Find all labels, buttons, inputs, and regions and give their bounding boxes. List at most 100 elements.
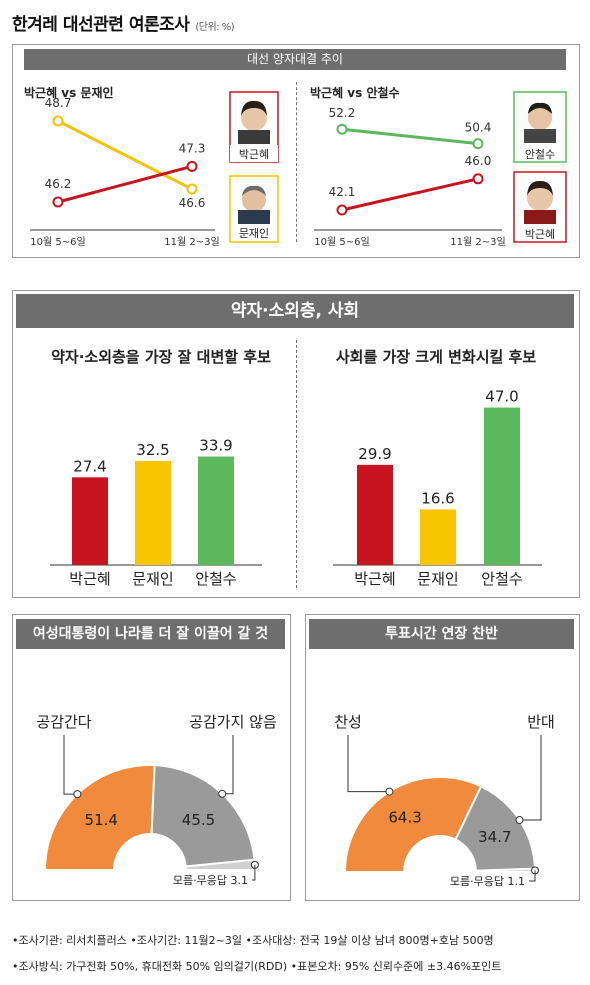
leader-line-1 [222, 735, 234, 795]
portrait-face-icon [528, 106, 552, 130]
trend-left-xtick-1: 10월 5~6일 [30, 236, 85, 248]
portrait-name: 박근혜 [525, 228, 555, 241]
trend-left-point-moon-2 [186, 183, 198, 195]
slice-0 [343, 776, 483, 873]
portrait-hair-icon [241, 100, 267, 116]
portrait-face-icon [241, 105, 267, 131]
bars-panel [12, 290, 580, 598]
vote-header-text: 투표시간 연장 찬반 [385, 626, 498, 642]
bars-divider [296, 340, 297, 588]
trend-left-line-moon [57, 119, 193, 191]
bars-left-title: 약자·소외층을 가장 잘 대변할 후보 [51, 348, 271, 366]
category-label-2: 모름·무응답 1.1 [450, 875, 525, 888]
category-label-0: 찬성 [334, 713, 362, 731]
bar-value-label-1: 16.6 [421, 489, 454, 507]
leader-line-0 [347, 735, 390, 793]
bar-category-label-1: 문재인 [417, 570, 458, 588]
trend-left-label-park-1: 46.2 [45, 177, 72, 191]
portrait-name: 박근혜 [239, 148, 269, 161]
bar-value-label-1: 32.5 [136, 441, 169, 459]
trend-right-point-ahn-1 [336, 123, 348, 135]
women-header-text: 여성대통령이 나라를 더 잘 이끌어 갈 것 [32, 626, 269, 642]
bar-category-label-2: 안철수 [195, 570, 236, 588]
trend-right-xtick-2: 11월 2~3일 [450, 236, 505, 248]
portrait-body-icon [238, 210, 270, 224]
portrait-hair-icon [528, 102, 552, 114]
portrait-name-bg [230, 145, 278, 162]
portrait-body-icon [524, 210, 556, 224]
slice-value-label-1: 45.5 [182, 811, 215, 829]
slice-1 [150, 764, 256, 868]
bar-1 [135, 461, 171, 565]
trend-charts-svg: 48.7 46.6 46.2 47.3 10월 5~6일 11월 2~3일 52… [30, 91, 567, 248]
trend-left-subtitle: 박근혜 vs 문재인 [24, 86, 114, 100]
portrait-moon-left: 문재인 [229, 175, 279, 243]
trend-left-label-park-2: 47.3 [179, 141, 206, 155]
category-label-1: 공감가지 않음 [189, 713, 277, 731]
vote-header: 투표시간 연장 찬반 [309, 619, 574, 649]
footnote-line-2: •조사방식: 가구전화 50%, 휴대전화 50% 임의걸기(RDD) •표본오… [12, 960, 502, 973]
portrait-body-icon [524, 129, 556, 143]
bar-category-label-2: 안철수 [481, 570, 522, 588]
vote-panel [305, 614, 580, 901]
bar-0 [357, 464, 393, 565]
slice-value-label-0: 64.3 [388, 809, 421, 827]
trend-right-line-ahn [341, 127, 479, 146]
bar-category-label-0: 박근혜 [354, 570, 395, 588]
trend-right-label-ahn-2: 50.4 [465, 121, 492, 135]
portrait-ahn-right: 안철수 [513, 91, 567, 163]
page-title: 한겨레 대선관련 여론조사 (단위: %) [12, 10, 235, 35]
leader-line-1 [519, 735, 542, 821]
leader-line-0 [63, 735, 78, 795]
bar-category-label-1: 문재인 [132, 570, 173, 588]
portrait-name: 안철수 [525, 148, 555, 161]
category-label-2: 모름·무응답 3.1 [173, 874, 248, 887]
bar-2 [484, 407, 520, 565]
bars-right-group: 29.9 박근혜 16.6 문재인 47.0 안철수 [354, 388, 522, 588]
trend-right-label-park-2: 46.0 [465, 154, 492, 168]
leader-dot-0 [385, 787, 394, 796]
trend-left-label-moon-2: 46.6 [179, 196, 206, 210]
bars-right-title: 사회를 가장 크게 변화시킬 후보 [335, 348, 537, 366]
category-label-1: 반대 [527, 713, 555, 731]
bars-left-group: 27.4 박근혜 32.5 문재인 33.9 안철수 [69, 437, 236, 588]
bars-svg: 27.4 박근혜 32.5 문재인 33.9 안철수 29.9 박근혜 16.6 문재인 47.0… [50, 388, 542, 588]
bar-value-label-0: 29.9 [358, 445, 391, 463]
portrait-hair-icon [527, 180, 553, 196]
trend-right-point-ahn-2 [472, 138, 484, 150]
slice-0 [43, 764, 156, 871]
footnote-line-1: •조사기관: 리서치플러스 •조사기간: 11월2~3일 •조사대상: 전국 1… [12, 934, 494, 947]
trend-right-xtick-1: 10월 5~6일 [314, 236, 369, 248]
portrait-park-right: 박근혜 [513, 171, 567, 243]
women-panel [12, 614, 291, 901]
bars-header: 약자·소외층, 사회 [16, 294, 574, 328]
trend-right-chart: 52.2 50.4 42.1 46.0 10월 5~6일 11월 2~3일 [314, 106, 506, 248]
unit-label: (단위: %) [195, 22, 235, 33]
trend-panel [12, 44, 580, 258]
trend-left-label-moon-1: 48.7 [45, 96, 72, 110]
women-header: 여성대통령이 나라를 더 잘 이끌어 갈 것 [16, 619, 285, 649]
leader-line-2 [529, 870, 536, 882]
bars-header-text: 약자·소외층, 사회 [230, 301, 360, 321]
portrait-face-icon [527, 185, 553, 211]
trend-left-point-moon-1 [52, 115, 64, 127]
trend-header-text: 대선 양자대결 추이 [247, 52, 343, 66]
trend-left-line-park [57, 164, 193, 204]
slice-1 [454, 785, 536, 872]
bar-value-label-2: 47.0 [485, 388, 518, 406]
category-label-0: 공감간다 [36, 713, 91, 731]
trend-right-subtitle: 박근혜 vs 안철수 [310, 86, 400, 100]
bar-1 [420, 509, 456, 565]
slice-value-label-0: 51.4 [85, 811, 118, 829]
portrait-face-icon [242, 188, 266, 212]
bar-value-label-2: 33.9 [199, 437, 232, 455]
bar-2 [198, 456, 234, 565]
portrait-body-icon [238, 130, 270, 144]
trend-left-point-park-2 [186, 160, 198, 172]
trend-right-point-park-1 [336, 204, 348, 216]
trend-right-label-park-1: 42.1 [329, 185, 356, 199]
leader-dot-1 [515, 816, 524, 825]
